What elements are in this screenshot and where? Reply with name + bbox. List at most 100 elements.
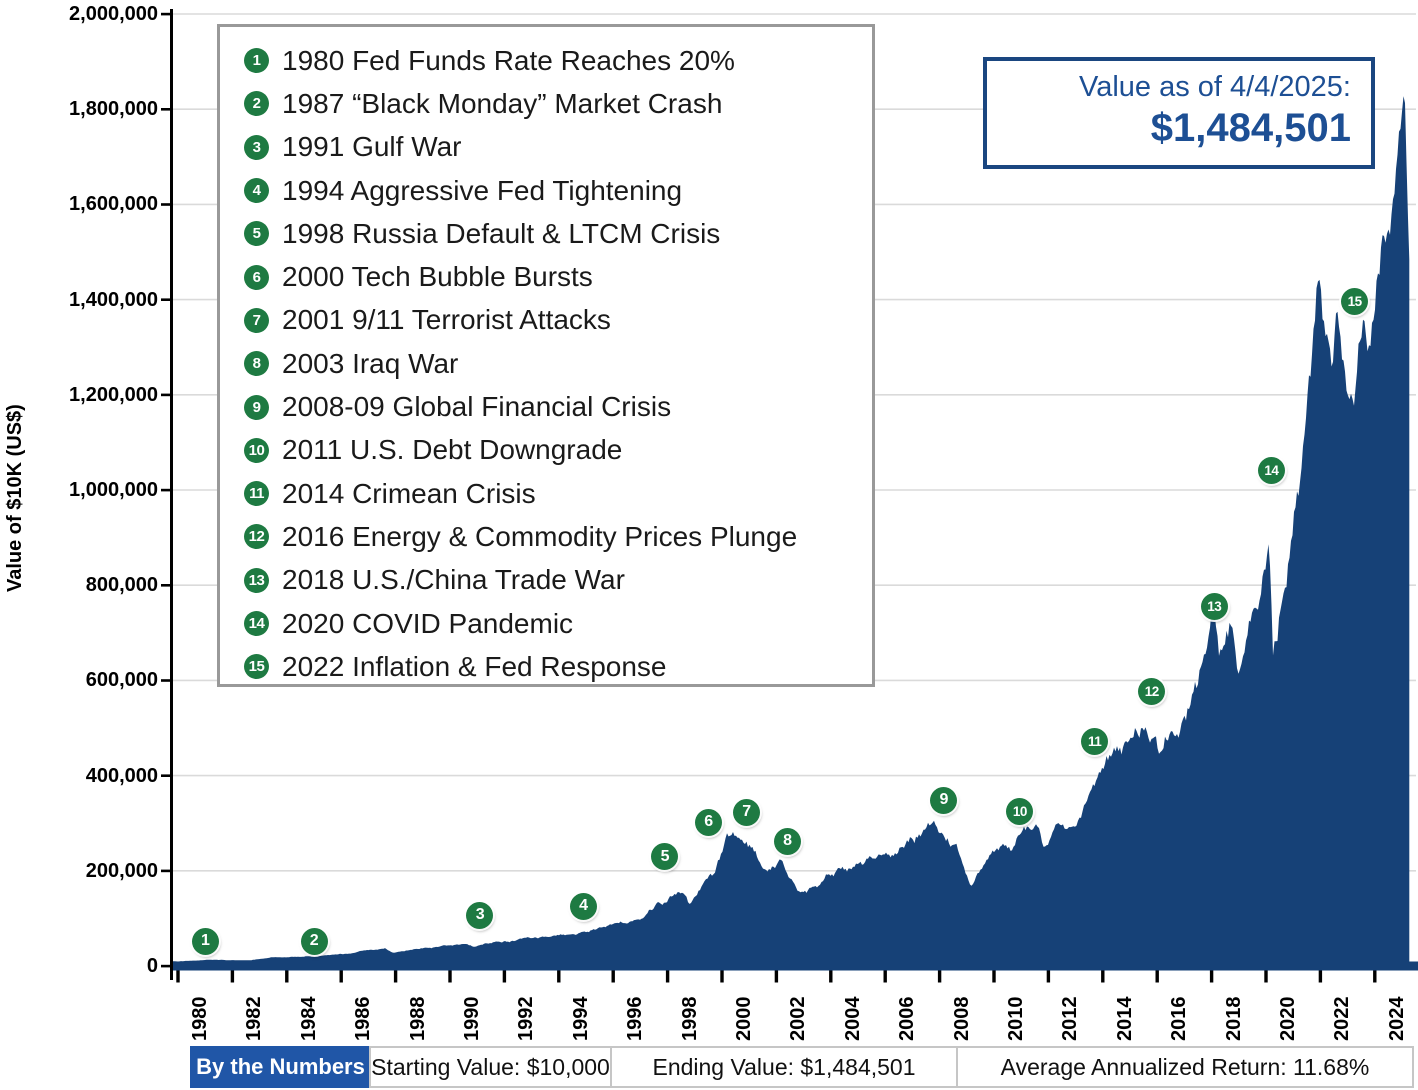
legend-item-label: 2020 COVID Pandemic xyxy=(282,607,574,639)
event-marker-15: 15 xyxy=(1341,288,1369,316)
x-tick-label: 2016 xyxy=(1168,996,1191,1042)
legend-item-label: 1987 “Black Monday” Market Crash xyxy=(282,87,723,119)
x-tick-label: 2022 xyxy=(1331,996,1354,1042)
y-tick-label: 0 xyxy=(146,955,158,977)
legend-item-5: 5 1998 Russia Default & LTCM Crisis xyxy=(244,212,872,255)
legend-item-7: 7 2001 9/11 Terrorist Attacks xyxy=(244,299,872,342)
legend-item-label: 2014 Crimean Crisis xyxy=(282,477,536,509)
legend-number-badge: 2 xyxy=(244,91,269,117)
legend-item-label: 2000 Tech Bubble Bursts xyxy=(282,261,593,293)
y-tick-label: 800,000 xyxy=(85,574,158,597)
x-tick-label: 1998 xyxy=(678,996,701,1042)
x-tick-label: 2018 xyxy=(1222,996,1245,1042)
legend-item-3: 3 1991 Gulf War xyxy=(244,126,872,169)
event-marker-10: 10 xyxy=(1006,797,1034,825)
legend-item-label: 2018 U.S./China Trade War xyxy=(282,564,625,596)
legend-item-label: 2008-09 Global Financial Crisis xyxy=(282,391,672,423)
legend-item-14: 14 2020 COVID Pandemic xyxy=(244,602,872,645)
x-tick-label: 2024 xyxy=(1385,996,1408,1042)
event-marker-8: 8 xyxy=(773,827,801,855)
event-marker-11: 11 xyxy=(1081,727,1109,755)
event-marker-9: 9 xyxy=(930,786,958,814)
event-marker-13: 13 xyxy=(1200,593,1228,621)
legend-number-badge: 12 xyxy=(244,524,269,550)
y-tick-label: 1,800,000 xyxy=(69,98,158,121)
x-tick-label: 1994 xyxy=(569,996,592,1042)
legend-number-badge: 9 xyxy=(244,394,269,420)
x-tick-label: 1988 xyxy=(406,996,429,1042)
legend-item-1: 1 1980 Fed Funds Rate Reaches 20% xyxy=(244,39,872,82)
legend-number-badge: 8 xyxy=(244,351,269,377)
legend-item-2: 2 1987 “Black Monday” Market Crash xyxy=(244,82,872,125)
legend-item-label: 1998 Russia Default & LTCM Crisis xyxy=(282,217,721,249)
y-axis-line xyxy=(170,9,173,980)
event-marker-4: 4 xyxy=(569,892,597,920)
by-the-numbers-bar: By the Numbers Starting Value: $10,000 En… xyxy=(190,1046,1418,1088)
legend-number-badge: 15 xyxy=(244,654,269,680)
legend-item-15: 15 2022 Inflation & Fed Response xyxy=(244,645,872,688)
event-legend-box: 1 1980 Fed Funds Rate Reaches 20% 2 1987 “B… xyxy=(217,24,875,687)
x-tick-label: 2002 xyxy=(787,996,810,1042)
legend-item-label: 2001 9/11 Terrorist Attacks xyxy=(282,304,611,336)
x-tick-label: 1992 xyxy=(515,996,538,1042)
x-tick-label: 2010 xyxy=(1005,996,1027,1042)
current-value-box: Value as of 4/4/2025: $1,484,501 xyxy=(983,57,1375,169)
footer-stat-cell-1: Ending Value: $1,484,501 xyxy=(610,1046,958,1088)
event-marker-2: 2 xyxy=(300,927,328,955)
x-tick-label: 2014 xyxy=(1113,996,1136,1042)
x-tick-label: 1984 xyxy=(297,996,320,1042)
legend-item-label: 2016 Energy & Commodity Prices Plunge xyxy=(282,520,798,552)
x-tick-label: 2006 xyxy=(896,996,919,1042)
x-axis-line xyxy=(172,961,1418,971)
x-tick-label: 1996 xyxy=(624,996,647,1042)
legend-item-label: 2022 Inflation & Fed Response xyxy=(282,650,667,682)
by-the-numbers-tab: By the Numbers xyxy=(190,1046,371,1088)
legend-number-badge: 6 xyxy=(244,264,269,290)
legend-item-label: 2011 U.S. Debt Downgrade xyxy=(282,434,623,466)
legend-number-badge: 4 xyxy=(244,178,269,204)
legend-item-6: 6 2000 Tech Bubble Bursts xyxy=(244,255,872,298)
legend-item-label: 2003 Iraq War xyxy=(282,347,459,379)
legend-number-badge: 11 xyxy=(244,481,269,507)
legend-number-badge: 7 xyxy=(244,307,269,333)
x-tick-label: 2008 xyxy=(950,996,973,1042)
legend-number-badge: 3 xyxy=(244,134,269,160)
x-axis-ticks xyxy=(176,970,1377,983)
x-tick-label: 1986 xyxy=(352,996,375,1042)
y-tick-label: 1,400,000 xyxy=(69,288,158,311)
legend-item-label: 1991 Gulf War xyxy=(282,131,462,163)
legend-item-9: 9 2008-09 Global Financial Crisis xyxy=(244,385,872,428)
value-as-of-label: Value as of 4/4/2025: xyxy=(1079,71,1351,103)
y-tick-label: 400,000 xyxy=(85,764,158,787)
event-marker-7: 7 xyxy=(732,798,760,826)
event-marker-6: 6 xyxy=(694,808,722,836)
event-marker-5: 5 xyxy=(651,843,679,871)
event-marker-1: 1 xyxy=(191,927,219,955)
legend-item-8: 8 2003 Iraq War xyxy=(244,342,872,385)
event-legend-rows: 1 1980 Fed Funds Rate Reaches 20% 2 1987 “B… xyxy=(244,39,872,688)
y-tick-label: 2,000,000 xyxy=(69,3,158,25)
y-axis-ticks xyxy=(161,12,172,968)
x-tick-label: 1990 xyxy=(461,996,483,1042)
legend-item-label: 1980 Fed Funds Rate Reaches 20% xyxy=(282,44,735,76)
legend-item-label: 1994 Aggressive Fed Tightening xyxy=(282,174,683,206)
event-marker-14: 14 xyxy=(1257,457,1285,485)
legend-item-13: 13 2018 U.S./China Trade War xyxy=(244,559,872,602)
x-tick-label: 2020 xyxy=(1277,996,1299,1042)
y-tick-label: 600,000 xyxy=(85,669,158,692)
legend-number-badge: 5 xyxy=(244,221,269,247)
legend-number-badge: 13 xyxy=(244,567,269,593)
value-amount: $1,484,501 xyxy=(1150,106,1351,150)
event-marker-3: 3 xyxy=(466,901,494,929)
event-marker-12: 12 xyxy=(1138,677,1166,705)
y-tick-label: 1,200,000 xyxy=(69,383,158,406)
y-tick-label: 200,000 xyxy=(85,859,158,882)
legend-item-12: 12 2016 Energy & Commodity Prices Plunge xyxy=(244,515,872,558)
area-series xyxy=(172,96,1410,967)
legend-number-badge: 1 xyxy=(244,48,269,74)
y-tick-label: 1,600,000 xyxy=(69,193,158,216)
legend-item-4: 4 1994 Aggressive Fed Tightening xyxy=(244,169,872,212)
x-tick-label: 1982 xyxy=(243,996,266,1042)
legend-number-badge: 14 xyxy=(244,611,269,636)
legend-number-badge: 10 xyxy=(244,437,269,463)
